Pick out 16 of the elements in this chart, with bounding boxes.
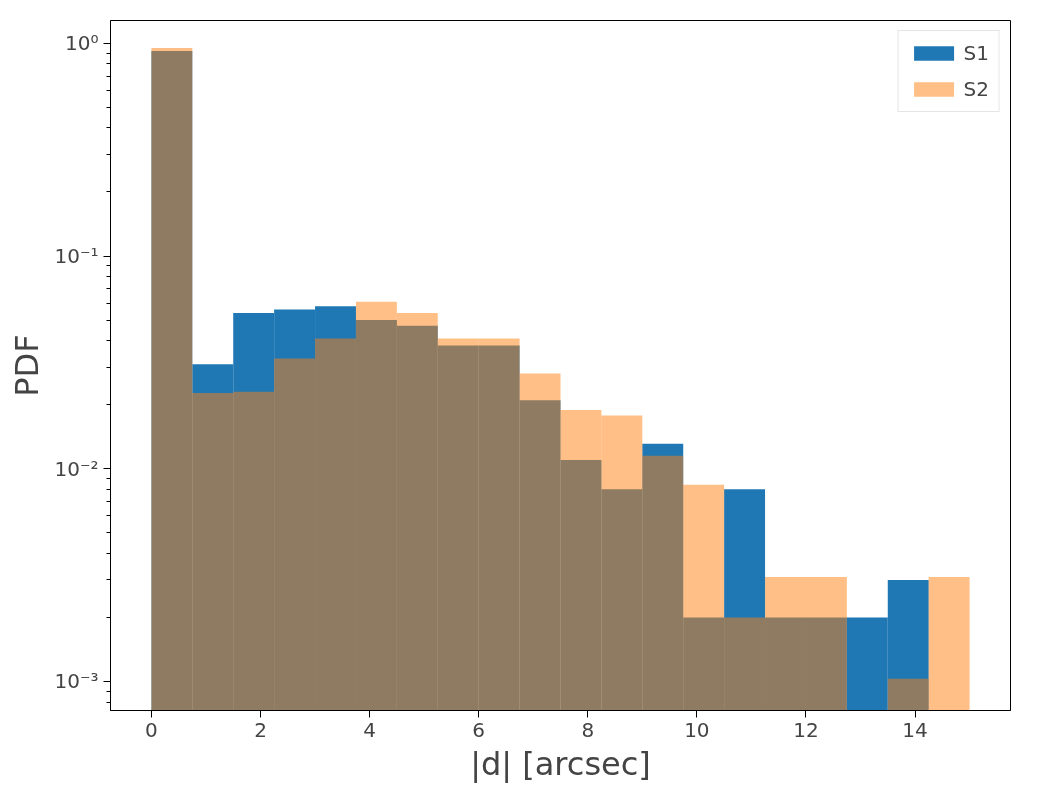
x-tick-label: 14 bbox=[902, 717, 928, 742]
y-axis-title: PDF bbox=[8, 334, 47, 397]
x-tick-label: 2 bbox=[254, 717, 267, 742]
x-tick-label: 4 bbox=[363, 717, 376, 742]
x-tick-label: 12 bbox=[793, 717, 819, 742]
x-axis-title: |d| [arcsec] bbox=[470, 744, 651, 783]
y-tick-label: 10⁻³ bbox=[54, 669, 99, 694]
legend-label: S2 bbox=[963, 77, 989, 101]
x-tick-label: 0 bbox=[145, 717, 158, 742]
x-tick-label: 8 bbox=[581, 717, 595, 742]
x-tick-label: 6 bbox=[472, 717, 486, 742]
y-tick-label: 10⁻¹ bbox=[54, 244, 99, 269]
legend-label: S1 bbox=[963, 41, 989, 65]
y-tick-label: 10⁰ bbox=[65, 31, 99, 56]
y-tick-label: 10⁻² bbox=[54, 456, 99, 481]
x-tick-label: 10 bbox=[684, 717, 710, 742]
